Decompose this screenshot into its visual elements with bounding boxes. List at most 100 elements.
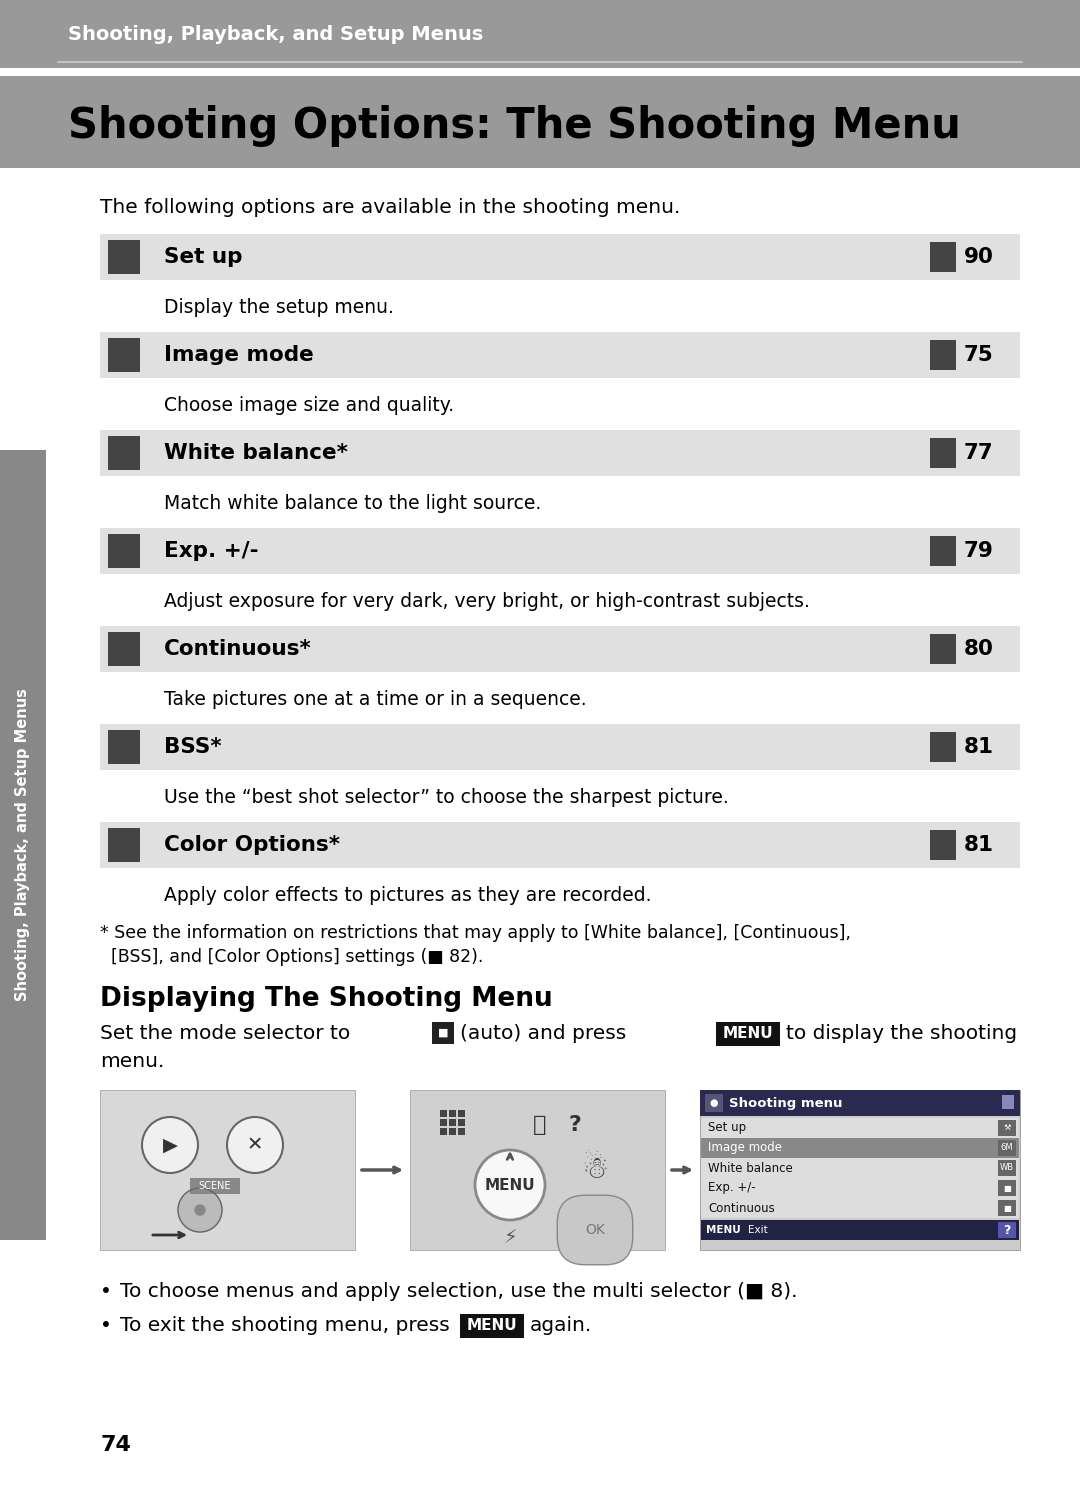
Text: Color Options*: Color Options* — [164, 835, 340, 854]
Text: ⚡: ⚡ — [503, 1229, 517, 1248]
Text: Exp. +/-: Exp. +/- — [164, 541, 258, 562]
FancyBboxPatch shape — [930, 438, 956, 468]
Circle shape — [178, 1187, 222, 1232]
FancyBboxPatch shape — [100, 724, 1020, 770]
Text: 74: 74 — [100, 1435, 131, 1455]
FancyBboxPatch shape — [998, 1221, 1016, 1238]
FancyBboxPatch shape — [701, 1178, 1020, 1198]
Circle shape — [141, 1117, 198, 1172]
Text: ?: ? — [568, 1114, 581, 1135]
Text: White balance: White balance — [708, 1162, 793, 1174]
Text: Take pictures one at a time or in a sequence.: Take pictures one at a time or in a sequ… — [164, 690, 586, 709]
FancyBboxPatch shape — [998, 1161, 1016, 1175]
Text: ✕: ✕ — [247, 1135, 264, 1155]
FancyBboxPatch shape — [100, 1091, 355, 1250]
Text: Set up: Set up — [708, 1122, 746, 1134]
Text: Set the mode selector to: Set the mode selector to — [100, 1024, 350, 1043]
Text: [BSS], and [Color Options] settings (■ 82).: [BSS], and [Color Options] settings (■ 8… — [100, 948, 484, 966]
Text: ⚒: ⚒ — [1003, 1123, 1011, 1132]
Text: Use the “best shot selector” to choose the sharpest picture.: Use the “best shot selector” to choose t… — [164, 788, 729, 807]
Text: ■: ■ — [437, 1028, 448, 1039]
FancyBboxPatch shape — [460, 1314, 524, 1337]
FancyBboxPatch shape — [108, 730, 140, 764]
Text: Continuous: Continuous — [708, 1202, 774, 1214]
Text: * See the information on restrictions that may apply to [White balance], [Contin: * See the information on restrictions th… — [100, 924, 851, 942]
Text: again.: again. — [530, 1317, 592, 1334]
FancyBboxPatch shape — [0, 450, 46, 1239]
Text: Image mode: Image mode — [164, 345, 314, 366]
FancyBboxPatch shape — [700, 1091, 1020, 1116]
FancyBboxPatch shape — [458, 1119, 465, 1126]
Text: To exit the shooting menu, press: To exit the shooting menu, press — [120, 1317, 449, 1334]
Text: Displaying The Shooting Menu: Displaying The Shooting Menu — [100, 987, 553, 1012]
Text: Continuous*: Continuous* — [164, 639, 312, 658]
FancyBboxPatch shape — [701, 1198, 1020, 1219]
Text: Exp. +/-: Exp. +/- — [708, 1181, 756, 1195]
FancyBboxPatch shape — [190, 1178, 240, 1193]
Text: 75: 75 — [964, 345, 994, 366]
Text: Apply color effects to pictures as they are recorded.: Apply color effects to pictures as they … — [164, 886, 651, 905]
FancyBboxPatch shape — [100, 822, 1020, 868]
FancyBboxPatch shape — [701, 1220, 1020, 1239]
Text: BSS*: BSS* — [164, 737, 221, 756]
Text: Display the setup menu.: Display the setup menu. — [164, 299, 394, 317]
Text: MENU: MENU — [467, 1318, 517, 1333]
Text: White balance*: White balance* — [164, 443, 348, 464]
FancyBboxPatch shape — [0, 0, 1080, 68]
Text: ☃: ☃ — [581, 1156, 609, 1184]
FancyBboxPatch shape — [108, 828, 140, 862]
FancyBboxPatch shape — [458, 1128, 465, 1135]
Text: Shooting menu: Shooting menu — [729, 1097, 842, 1110]
FancyBboxPatch shape — [449, 1110, 456, 1117]
FancyBboxPatch shape — [108, 241, 140, 273]
Text: Exit: Exit — [748, 1224, 768, 1235]
Text: Image mode: Image mode — [708, 1141, 782, 1155]
FancyBboxPatch shape — [700, 1091, 1020, 1250]
Text: ■: ■ — [1003, 1204, 1011, 1213]
Text: MENU: MENU — [706, 1224, 741, 1235]
FancyBboxPatch shape — [998, 1120, 1016, 1135]
FancyBboxPatch shape — [930, 831, 956, 860]
Text: Shooting, Playback, and Setup Menus: Shooting, Playback, and Setup Menus — [15, 688, 30, 1002]
Text: The following options are available in the shooting menu.: The following options are available in t… — [100, 198, 680, 217]
Text: Shooting, Playback, and Setup Menus: Shooting, Playback, and Setup Menus — [68, 25, 483, 45]
FancyBboxPatch shape — [458, 1110, 465, 1117]
Text: ●: ● — [710, 1098, 718, 1109]
FancyBboxPatch shape — [108, 337, 140, 372]
FancyBboxPatch shape — [930, 242, 956, 272]
FancyBboxPatch shape — [100, 233, 1020, 279]
Text: (auto) and press: (auto) and press — [460, 1024, 626, 1043]
Circle shape — [475, 1150, 545, 1220]
Text: 77: 77 — [964, 443, 994, 464]
Text: WB: WB — [1000, 1164, 1014, 1172]
Text: ?: ? — [1003, 1223, 1011, 1236]
Text: 6M: 6M — [1001, 1144, 1013, 1153]
FancyBboxPatch shape — [0, 76, 1080, 168]
Text: •: • — [100, 1282, 112, 1302]
FancyBboxPatch shape — [449, 1119, 456, 1126]
Text: MENU: MENU — [485, 1177, 536, 1192]
Circle shape — [227, 1117, 283, 1172]
Text: menu.: menu. — [100, 1052, 164, 1071]
FancyBboxPatch shape — [1002, 1095, 1014, 1109]
FancyBboxPatch shape — [440, 1110, 447, 1117]
Text: 81: 81 — [964, 835, 994, 854]
FancyBboxPatch shape — [930, 733, 956, 762]
Text: Adjust exposure for very dark, very bright, or high-contrast subjects.: Adjust exposure for very dark, very brig… — [164, 591, 810, 611]
FancyBboxPatch shape — [410, 1091, 665, 1250]
Text: Match white balance to the light source.: Match white balance to the light source. — [164, 493, 541, 513]
Text: 🔍: 🔍 — [534, 1114, 546, 1135]
Text: 79: 79 — [964, 541, 994, 562]
Text: Set up: Set up — [164, 247, 243, 267]
FancyBboxPatch shape — [432, 1022, 454, 1045]
Circle shape — [195, 1205, 205, 1216]
FancyBboxPatch shape — [701, 1138, 1020, 1158]
Text: SCENE: SCENE — [199, 1181, 231, 1190]
Text: ▶: ▶ — [162, 1135, 177, 1155]
Text: 90: 90 — [964, 247, 994, 267]
FancyBboxPatch shape — [716, 1022, 780, 1046]
FancyBboxPatch shape — [440, 1119, 447, 1126]
FancyBboxPatch shape — [701, 1117, 1020, 1138]
FancyBboxPatch shape — [440, 1128, 447, 1135]
FancyBboxPatch shape — [701, 1158, 1020, 1178]
